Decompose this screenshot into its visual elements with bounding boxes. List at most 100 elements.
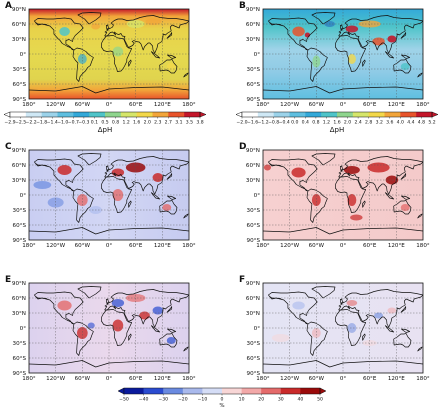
lat-tick-label: 90°N: [246, 148, 260, 154]
lon-tick-label: 60°E: [363, 243, 377, 249]
colorbar-tick-label: 3.6: [386, 120, 393, 126]
colorbar-segment: [143, 388, 164, 394]
colorbar-tick-label: 0.8: [112, 120, 119, 126]
coastline: [417, 346, 423, 352]
field-region: [387, 307, 397, 314]
coastline: [400, 173, 407, 180]
field-region: [271, 334, 290, 342]
coastline: [183, 72, 189, 78]
coastline: [105, 298, 110, 304]
colorbar-segment: [241, 388, 262, 394]
colorbar-segment: [321, 112, 338, 117]
panel-label: C: [5, 142, 12, 152]
map-frame: [262, 282, 424, 374]
lon-tick-label: 60°E: [129, 102, 143, 108]
lon-tick-label: 180°: [22, 243, 36, 249]
colorbar-segment: [305, 112, 322, 117]
field-region: [343, 166, 360, 174]
lon-tick-label: 120°E: [388, 102, 405, 108]
coastline: [268, 291, 318, 325]
lat-tick-label: 60°N: [246, 22, 260, 28]
lat-tick-label: 60°N: [246, 296, 260, 302]
colorbar-tick-label: −10: [198, 397, 208, 403]
lon-tick-label: 120°E: [388, 243, 405, 249]
colorbar-tick-label: 20: [258, 397, 264, 403]
coastline: [384, 325, 395, 333]
coastline: [269, 163, 281, 166]
coastline: [339, 298, 344, 304]
coastline: [159, 333, 178, 348]
colorbar-segment: [10, 112, 27, 117]
colorbar-tick-label: 0.4: [302, 120, 309, 126]
colorbar-arrow-right: [319, 387, 327, 395]
coastline: [128, 333, 132, 341]
field-region: [57, 300, 72, 311]
colorbar-label: %: [219, 403, 224, 408]
field-region: [347, 54, 356, 64]
coastline: [105, 165, 110, 171]
colorbar-tick-label: 30: [278, 397, 284, 403]
colorbar-tick-label: −30: [158, 397, 168, 403]
colorbar-segment: [257, 112, 274, 117]
lat-tick-label: 90°N: [246, 281, 260, 287]
colorbar-tick-label: 0.1: [91, 120, 98, 126]
colorbar-segment: [41, 112, 58, 117]
coastline: [339, 165, 344, 171]
lat-tick-label: 60°S: [13, 82, 27, 88]
lat-tick-label: 60°S: [13, 223, 27, 229]
colorbar-tick-label: 50: [317, 397, 323, 403]
lat-tick-label: 60°N: [12, 296, 26, 302]
lon-tick-label: 180°: [256, 376, 270, 382]
colorbar-segment: [124, 388, 144, 394]
coastline: [150, 325, 161, 333]
lon-tick-label: 120°E: [154, 102, 171, 108]
coastline: [393, 333, 412, 348]
field-region: [87, 322, 95, 329]
colorbar-segment: [57, 112, 74, 117]
field-region: [112, 189, 124, 201]
lat-tick-label: 60°S: [247, 356, 261, 362]
coastline: [263, 86, 423, 94]
field-region: [111, 299, 125, 307]
colorbar-tick-label: 4.4: [407, 120, 414, 126]
coastline: [311, 153, 336, 166]
lat-tick-label: 30°S: [13, 67, 27, 73]
field-region: [385, 175, 399, 185]
colorbar-segment: [202, 388, 223, 394]
colorbar-tick-label: 40: [297, 397, 303, 403]
colorbar-a: −2.9 −2.5 −2.2 −1.8 −1.4 −1.0 −0.7 −0.3 0.1 0.5 0.…: [3, 111, 207, 134]
lat-tick-label: 60°N: [12, 22, 26, 28]
field-region: [292, 26, 305, 37]
coastline: [400, 195, 411, 200]
field-region: [145, 18, 162, 25]
coastline: [35, 163, 47, 166]
lat-tick-label: 90°S: [247, 97, 261, 103]
coastline: [150, 51, 161, 59]
colorbar-segment: [289, 112, 306, 117]
coastline: [400, 328, 411, 333]
lon-tick-label: 60°W: [309, 243, 325, 249]
colorbar-tick-label: 2.4: [354, 120, 361, 126]
lat-tick-label: 60°S: [13, 356, 27, 362]
lon-tick-label: 60°W: [75, 102, 91, 108]
coastlines: [29, 12, 189, 94]
lon-tick-label: 60°E: [363, 102, 377, 108]
field-regions: [57, 294, 176, 344]
field-region: [152, 173, 164, 182]
lon-tick-label: 180°: [416, 243, 430, 249]
colorbar-segment: [242, 112, 259, 117]
panel-label: F: [239, 275, 245, 285]
coastline: [384, 51, 395, 59]
colorbar-tick-label: −0.7: [68, 120, 79, 126]
gridlines: [29, 150, 189, 240]
map-frame: [262, 149, 424, 241]
lat-tick-label: 90°N: [246, 7, 260, 13]
coastline: [29, 360, 189, 368]
lon-tick-label: 120°E: [388, 376, 405, 382]
field-region: [291, 167, 306, 178]
colorbar-segment: [280, 388, 301, 394]
lon-tick-label: 60°W: [309, 376, 325, 382]
panel-label: B: [239, 1, 246, 11]
